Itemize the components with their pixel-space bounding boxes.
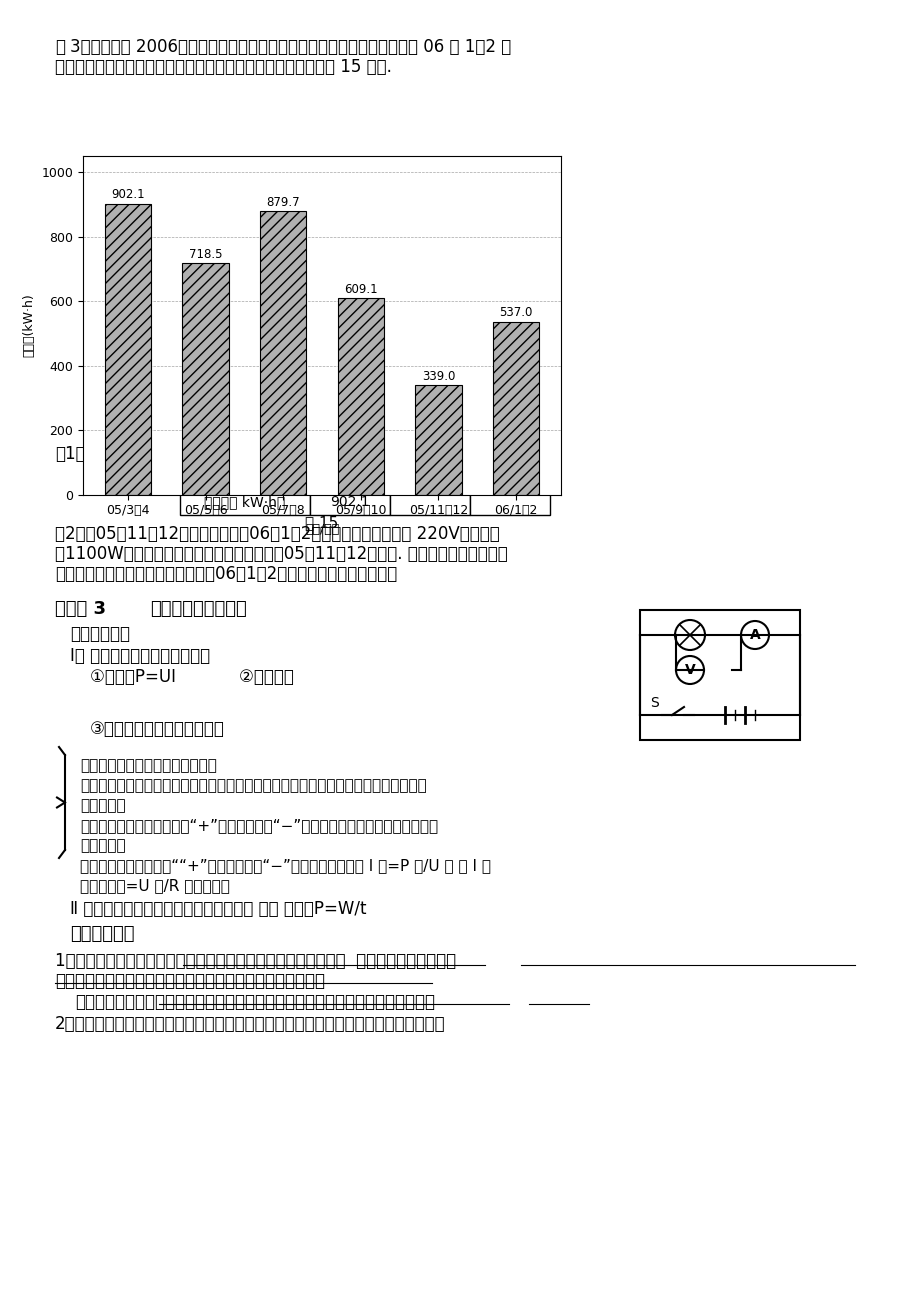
Bar bbox=[470, 465, 550, 490]
Text: 879.7: 879.7 bbox=[267, 195, 300, 208]
Bar bbox=[182, 263, 229, 495]
Text: 滑动变阻器：接入电路时要变阻，且调到最大値。根据能否调到灯泡的额定电压选择滑: 滑动变阻器：接入电路时要变阻，且调到最大値。根据能否调到灯泡的额定电压选择滑 bbox=[80, 779, 426, 793]
Text: Ⅱ 测量家用电器的电功率：器材：电能表 秒表 原理：P=W/t: Ⅱ 测量家用电器的电功率：器材：电能表 秒表 原理：P=W/t bbox=[70, 900, 366, 918]
Text: 下工作时电流多大？请你估算小明家06年1、2月使用电暖器共多少小时？: 下工作时电流多大？请你估算小明家06年1、2月使用电暖器共多少小时？ bbox=[55, 565, 397, 583]
Text: 的电费通知单，通知单上附有他家近几个月的用电量图表，如图 15 所示.: 的电费通知单，通知单上附有他家近几个月的用电量图表，如图 15 所示. bbox=[55, 59, 391, 76]
Bar bbox=[390, 465, 470, 490]
Bar bbox=[259, 211, 306, 495]
Text: S: S bbox=[650, 697, 658, 710]
Text: 用电量（ kW·h）: 用电量（ kW·h） bbox=[204, 496, 285, 509]
Text: Ⅰ、 伏安法测灯泡的额定功率：: Ⅰ、 伏安法测灯泡的额定功率： bbox=[70, 647, 210, 665]
Text: 3：（广州市 2006）供电局以每两个月为一个抄表计费周期，小明家收到 06 年 1、2 月: 3：（广州市 2006）供电局以每两个月为一个抄表计费周期，小明家收到 06 年… bbox=[70, 38, 511, 56]
Text: 管里上升的高度来判断电流通过电阻丝通电产生电热的多少。: 管里上升的高度来判断电流通过电阻丝通电产生电热的多少。 bbox=[55, 973, 324, 990]
Text: （二）、电热: （二）、电热 bbox=[70, 924, 134, 943]
Text: （一）测量：: （一）测量： bbox=[70, 625, 130, 643]
Bar bbox=[493, 322, 539, 495]
Text: 2、焦耳定律：电流通过导体产生的热量跟电流的平方成正比，跟导体的电阻成正比，跟: 2、焦耳定律：电流通过导体产生的热量跟电流的平方成正比，跟导体的电阻成正比，跟 bbox=[55, 1016, 445, 1032]
Text: ①原理：P=UI            ②电路图：: ①原理：P=UI ②电路图： bbox=[90, 668, 293, 686]
Text: 电源：其电压高于灯泡的额定电压: 电源：其电压高于灯泡的额定电压 bbox=[80, 758, 217, 773]
Text: 718.5: 718.5 bbox=[188, 247, 222, 260]
Bar bbox=[180, 465, 310, 490]
Y-axis label: 用电量(kW·h): 用电量(kW·h) bbox=[23, 294, 36, 357]
Text: 05/11、12: 05/11、12 bbox=[397, 470, 462, 484]
Text: 电功率的测量和电热: 电功率的测量和电热 bbox=[150, 600, 246, 618]
Text: 知识点 3: 知识点 3 bbox=[55, 600, 106, 618]
Text: 902.1: 902.1 bbox=[330, 496, 369, 509]
Text: 609.1: 609.1 bbox=[344, 283, 377, 296]
Text: 05/3、4: 05/3、4 bbox=[325, 470, 374, 484]
Bar bbox=[390, 490, 470, 516]
Text: 电压表：并联在灯泡的两端“+”接线柱流入，“−”接线柱流出。根据额定电压选择电: 电压表：并联在灯泡的两端“+”接线柱流入，“−”接线柱流出。根据额定电压选择电 bbox=[80, 818, 437, 833]
Text: A: A bbox=[749, 628, 759, 642]
Bar bbox=[640, 611, 800, 740]
Bar bbox=[337, 298, 384, 495]
Text: 902.1: 902.1 bbox=[111, 189, 144, 202]
Text: 例: 例 bbox=[55, 38, 65, 56]
Bar bbox=[310, 490, 390, 516]
Text: （2）与05年11、12月比较，小明家06年1、2月多用了一个额定电压 220V、额定功: （2）与05年11、12月比较，小明家06年1、2月多用了一个额定电压 220V… bbox=[55, 525, 499, 543]
Text: ③选择和连接实物时须注意：: ③选择和连接实物时须注意： bbox=[90, 720, 224, 738]
Text: V: V bbox=[684, 663, 695, 677]
Bar bbox=[180, 490, 310, 516]
Text: 动变阻器。: 动变阻器。 bbox=[80, 798, 126, 812]
X-axis label: （年/月）: （年/月） bbox=[304, 523, 339, 536]
Text: 06/1、2: 06/1、2 bbox=[485, 470, 534, 484]
Bar bbox=[414, 385, 461, 495]
Text: 压表量程。: 压表量程。 bbox=[80, 838, 126, 853]
Bar bbox=[470, 490, 550, 516]
Text: 339.0: 339.0 bbox=[421, 370, 455, 383]
Text: 率1100W的电暖器，其他用电器的使用情况与05年11、12月相同. 这台电暖器在额定电压: 率1100W的电暖器，其他用电器的使用情况与05年11、12月相同. 这台电暖器… bbox=[55, 546, 507, 562]
Text: 时间（年/月）: 时间（年/月） bbox=[217, 470, 272, 484]
Bar bbox=[310, 465, 390, 490]
Text: 537.0: 537.0 bbox=[499, 306, 532, 319]
Text: =U 额/R 选择量程。: =U 额/R 选择量程。 bbox=[80, 878, 230, 893]
Text: 图 15: 图 15 bbox=[305, 516, 338, 530]
Text: 1、实验：目的：研究电流通过导体产生的热量跟那些因素有关？  原理：根据煤油在玻璃: 1、实验：目的：研究电流通过导体产生的热量跟那些因素有关？ 原理：根据煤油在玻璃 bbox=[55, 952, 456, 970]
Text: 电流表：串联在电路里““+”接线柱流入，“−”接线柱流出。根据 I 额=P 额/U 额 或 I 额: 电流表：串联在电路里““+”接线柱流入，“−”接线柱流出。根据 I 额=P 额/… bbox=[80, 858, 491, 874]
Text: 实验采用煤油的目的：煤油比热容小，在相同条件下吸热温度升高的快；是绝缘体: 实验采用煤油的目的：煤油比热容小，在相同条件下吸热温度升高的快；是绝缘体 bbox=[75, 993, 435, 1010]
Bar bbox=[105, 204, 151, 495]
Text: （1）根据以上图表提供的信息，填写下表中的空格: （1）根据以上图表提供的信息，填写下表中的空格 bbox=[55, 445, 285, 464]
